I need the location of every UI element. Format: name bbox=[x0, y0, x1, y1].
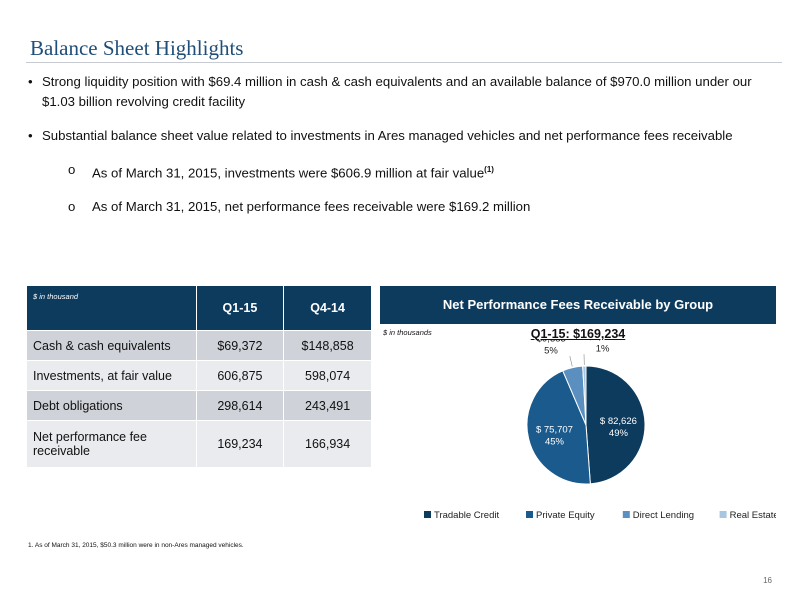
page-number: 16 bbox=[763, 576, 772, 585]
chart-legend: Tradable Credit Private Equity Direct Lend… bbox=[424, 510, 776, 521]
legend-label: Direct Lending bbox=[633, 510, 694, 521]
bullet-dot-icon: • bbox=[28, 128, 33, 143]
legend-label: Real Estate bbox=[730, 510, 776, 521]
chart-header: Net Performance Fees Receivable by Group bbox=[380, 286, 776, 324]
sub-bullet-investments: o As of March 31, 2015, investments were… bbox=[28, 160, 778, 183]
row-label: Cash & cash equivalents bbox=[27, 330, 197, 361]
cell-value: 243,491 bbox=[283, 390, 372, 421]
table-row: Net performance fee receivable 169,234 1… bbox=[27, 420, 372, 467]
cell-value: $148,858 bbox=[283, 330, 372, 361]
table-row: Debt obligations 298,614 243,491 bbox=[27, 390, 372, 421]
column-header-q4-14: Q4-14 bbox=[283, 286, 372, 331]
data-label-percent: 1% bbox=[596, 343, 610, 354]
chart-unit-label: $ in thousands bbox=[383, 328, 432, 337]
sub-bullet-performance-fees: o As of March 31, 2015, net performance … bbox=[28, 197, 778, 217]
cell-value: 166,934 bbox=[283, 420, 372, 467]
cell-value: 169,234 bbox=[196, 420, 285, 467]
row-label: Debt obligations bbox=[27, 390, 197, 421]
cell-value: 298,614 bbox=[196, 390, 285, 421]
sub-bullet-circle-icon: o bbox=[68, 162, 76, 177]
legend-swatch bbox=[719, 511, 727, 518]
bullet-text: Strong liquidity position with $69.4 mil… bbox=[42, 74, 752, 109]
bullet-text: Substantial balance sheet value related … bbox=[42, 128, 733, 143]
chart-title: Q1-15: $169,234 bbox=[530, 327, 626, 341]
cell-value: $69,372 bbox=[196, 330, 285, 361]
leader-line bbox=[569, 356, 573, 367]
bullet-dot-icon: • bbox=[28, 74, 33, 89]
footnote-ref: (1) bbox=[484, 165, 494, 174]
sub-bullet-circle-icon: o bbox=[68, 199, 76, 215]
table-row: Investments, at fair value 606,875 598,0… bbox=[27, 360, 372, 391]
cell-value: 606,875 bbox=[196, 360, 285, 391]
cell-value: 598,074 bbox=[283, 360, 372, 391]
table-row: Cash & cash equivalents $69,372 $148,858 bbox=[27, 330, 372, 361]
legend-swatch bbox=[526, 511, 533, 518]
legend-swatch bbox=[622, 511, 630, 518]
bullet-list: • Strong liquidity position with $69.4 m… bbox=[28, 72, 778, 231]
legend-swatch bbox=[424, 511, 431, 518]
data-label-value: $ 82,626 bbox=[600, 416, 637, 427]
pie-slice-tradable-credit bbox=[585, 365, 646, 485]
bullet-balance-sheet-value: • Substantial balance sheet value relate… bbox=[28, 126, 778, 146]
row-label: Net performance fee receivable bbox=[27, 420, 197, 467]
data-label-value: $ 75,707 bbox=[536, 425, 573, 436]
table-header-row: $ in thousand Q1-15 Q4-14 bbox=[27, 286, 372, 331]
data-label-percent: 49% bbox=[609, 428, 629, 439]
column-header-q1-15: Q1-15 bbox=[196, 286, 285, 331]
data-label-percent: 45% bbox=[545, 437, 565, 448]
footnote: 1. As of March 31, 2015, $50.3 million w… bbox=[28, 542, 244, 549]
table-unit-label: $ in thousand bbox=[27, 286, 197, 331]
title-divider bbox=[26, 62, 782, 63]
legend-label: Tradable Credit bbox=[434, 510, 499, 521]
legend-label: Private Equity bbox=[536, 510, 595, 521]
pie-slice-real-estate bbox=[582, 365, 587, 426]
row-label: Investments, at fair value bbox=[27, 360, 197, 391]
balance-sheet-table: $ in thousand Q1-15 Q4-14 Cash & cash eq… bbox=[27, 286, 372, 467]
sub-bullet-text: As of March 31, 2015, investments were $… bbox=[92, 165, 485, 181]
data-label-value: $9,383 bbox=[537, 340, 566, 344]
data-label-percent: 5% bbox=[544, 345, 558, 356]
page-title: Balance Sheet Highlights bbox=[30, 36, 244, 60]
bullet-liquidity: • Strong liquidity position with $69.4 m… bbox=[28, 72, 778, 112]
data-label-value: $1,518 bbox=[588, 340, 617, 342]
sub-bullet-text: As of March 31, 2015, net performance fe… bbox=[92, 199, 531, 215]
